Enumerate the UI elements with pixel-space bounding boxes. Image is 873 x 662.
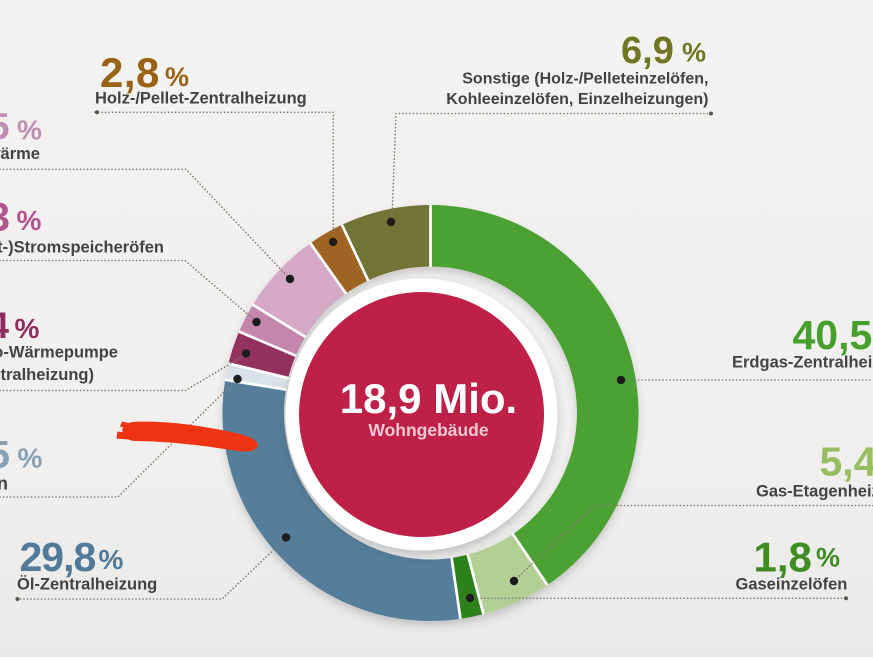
svg-text:%: % [15,313,40,344]
svg-text:%: % [99,544,124,575]
svg-text:Kohleeinzelöfen, Einzelheizung: Kohleeinzelöfen, Einzelheizungen) [446,91,708,108]
svg-text:%: % [165,62,189,92]
svg-text:2,3: 2,3 [0,196,10,240]
svg-text:2,4: 2,4 [0,305,9,346]
svg-text:Holz-/Pellet-Zentralheizung: Holz-/Pellet-Zentralheizung [95,90,307,108]
svg-text:6,5: 6,5 [0,106,10,147]
svg-text:Sonstige (Holz-/Pelleteinzelöf: Sonstige (Holz-/Pelleteinzelöfen, [462,71,708,88]
svg-text:Öl-Öfen: Öl-Öfen [0,474,8,494]
svg-text:%: % [18,443,43,474]
svg-text:1,8: 1,8 [754,534,812,581]
svg-text:Wohngebäude: Wohngebäude [368,420,488,440]
svg-text:Gas-Etagenheizung: Gas-Etagenheizung [756,483,873,501]
svg-text:%: % [816,543,840,573]
svg-text:(Nacht-)Stromspeicheröfen: (Nacht-)Stromspeicheröfen [0,239,164,257]
svg-text:Gaseinzelöfen: Gaseinzelöfen [736,576,848,594]
svg-text:1,5: 1,5 [0,434,10,477]
svg-text:6,9: 6,9 [621,30,674,72]
svg-text:(Elektro-Zentralheizung): (Elektro-Zentralheizung) [0,366,94,384]
svg-text:40,5: 40,5 [793,312,873,358]
svg-text:29,8: 29,8 [20,534,96,580]
svg-text:Erdgas-Zentralheizung: Erdgas-Zentralheizung [732,354,873,372]
svg-text:Fernwärme: Fernwärme [0,145,40,163]
svg-text:Elektro-Wärmepumpe: Elektro-Wärmepumpe [0,344,118,362]
svg-text:%: % [17,205,42,236]
svg-text:18,9 Mio.: 18,9 Mio. [340,375,517,422]
svg-text:%: % [682,38,706,68]
svg-text:Öl-Zentralheizung: Öl-Zentralheizung [17,575,157,594]
svg-text:%: % [17,115,42,146]
svg-text:5,4: 5,4 [820,439,873,485]
